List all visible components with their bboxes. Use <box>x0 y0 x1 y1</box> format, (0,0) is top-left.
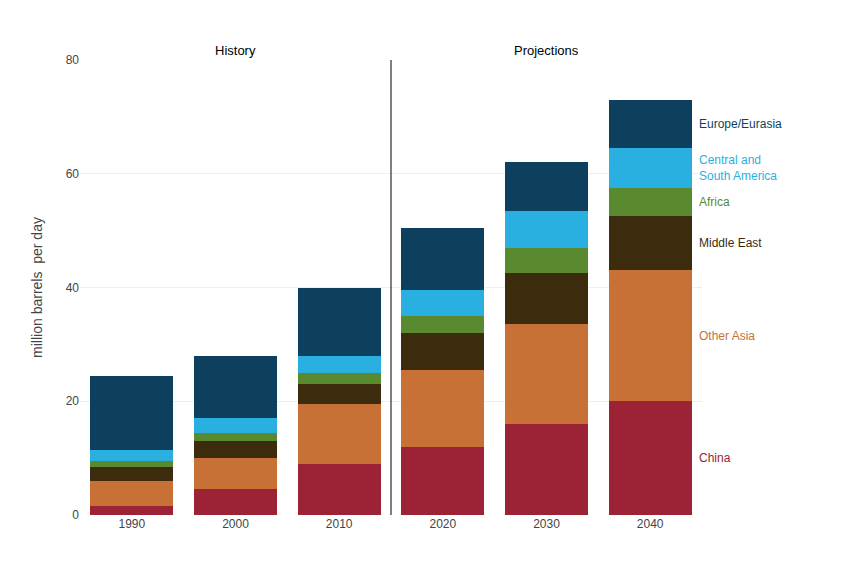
svg-text:0: 0 <box>72 508 79 522</box>
svg-text:million barrels per day: million barrels per day <box>29 217 45 358</box>
svg-text:60: 60 <box>66 167 80 181</box>
svg-text:2020: 2020 <box>429 517 456 531</box>
svg-text:Projections: Projections <box>514 43 579 58</box>
svg-text:Africa: Africa <box>699 195 730 209</box>
svg-text:2040: 2040 <box>637 517 664 531</box>
svg-text:40: 40 <box>66 281 80 295</box>
svg-text:20: 20 <box>66 394 80 408</box>
svg-text:80: 80 <box>66 53 80 67</box>
svg-text:Central andSouth America: Central andSouth America <box>699 153 777 183</box>
svg-text:Europe/Eurasia: Europe/Eurasia <box>699 117 782 131</box>
svg-text:History: History <box>215 43 256 58</box>
svg-text:2010: 2010 <box>326 517 353 531</box>
svg-text:Middle East: Middle East <box>699 236 762 250</box>
svg-text:China: China <box>699 451 731 465</box>
svg-text:Other Asia: Other Asia <box>699 329 755 343</box>
svg-text:1990: 1990 <box>118 517 145 531</box>
svg-text:2030: 2030 <box>533 517 560 531</box>
svg-text:2000: 2000 <box>222 517 249 531</box>
